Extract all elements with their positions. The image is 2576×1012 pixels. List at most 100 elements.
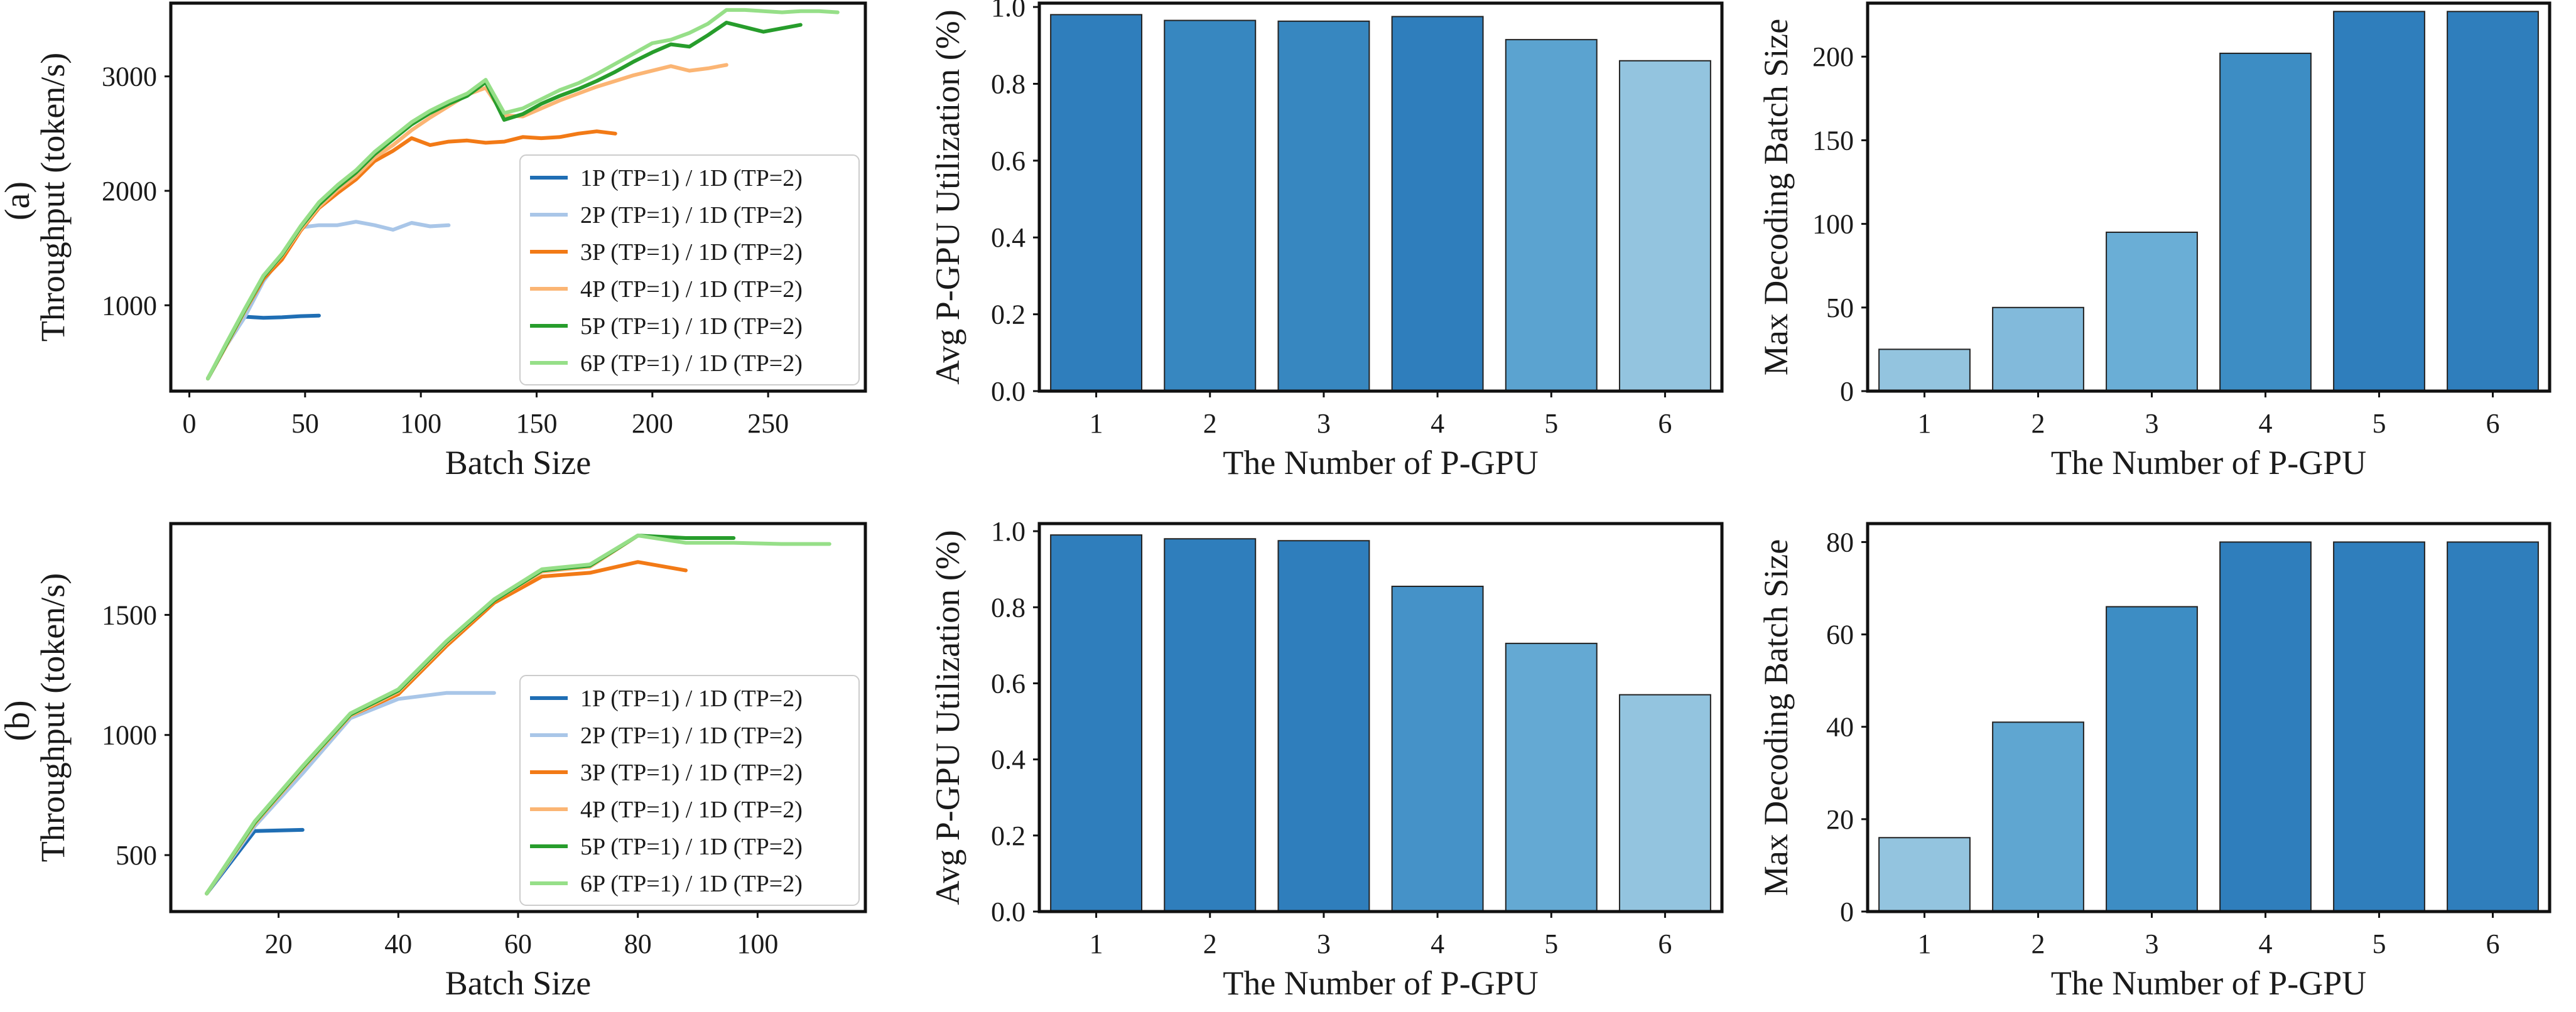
x-axis-label: Batch Size (445, 444, 591, 482)
y-tick-label: 0.4 (991, 745, 1026, 775)
bar-3[interactable] (1277, 540, 1370, 912)
legend-label-2: 2P (TP=1) / 1D (TP=2) (580, 202, 803, 229)
bar-2[interactable] (1992, 721, 2084, 913)
y-tick-label: 0.0 (991, 376, 1026, 407)
x-tick-label: 3 (2145, 408, 2159, 439)
chart-3: 1 2 3 4 5 6 0 50 100 150 200 The Number of P-GPU Max… (1757, 1, 2552, 482)
x-tick-label: 2 (1203, 929, 1217, 959)
bar-6[interactable] (2447, 541, 2539, 912)
bar-6[interactable] (1618, 60, 1711, 392)
bar-6[interactable] (2447, 11, 2539, 392)
x-tick-label: 1 (1918, 929, 1932, 959)
x-tick-label: 40 (384, 929, 412, 959)
legend-label-4: 4P (TP=1) / 1D (TP=2) (580, 276, 803, 303)
legend-label-6: 6P (TP=1) / 1D (TP=2) (580, 871, 803, 897)
bar-5[interactable] (2333, 541, 2425, 912)
chart-1: 0 50 100 150 200 250 1000 2000 3000 1P (TP=1) / 1… (34, 1, 867, 482)
y-tick-label: 200 (1812, 41, 1854, 72)
x-tick-label: 2 (2032, 929, 2045, 959)
bar-5[interactable] (1505, 642, 1598, 912)
x-tick-label: 250 (747, 408, 789, 439)
x-tick-label: 4 (2259, 929, 2273, 959)
y-tick-label: 500 (116, 840, 157, 871)
bar-2[interactable] (1164, 538, 1257, 912)
bar-5[interactable] (1505, 39, 1598, 392)
x-tick-label: 2 (2032, 408, 2045, 439)
plot-frame (169, 522, 867, 913)
legend: 1P (TP=1) / 1D (TP=2) 2P (TP=1) / 1D (TP=… (519, 675, 860, 906)
y-tick-label: 3000 (102, 62, 157, 92)
bar-6[interactable] (1618, 694, 1711, 913)
y-tick-label: 150 (1812, 125, 1854, 156)
y-tick-label: 2000 (102, 176, 157, 207)
bar-1[interactable] (1878, 837, 1971, 913)
y-tick-label: 0.2 (991, 821, 1026, 851)
legend-label-1: 1P (TP=1) / 1D (TP=2) (580, 165, 803, 191)
y-axis-label: Avg P-GPU Utilization (%) (929, 530, 966, 905)
bar-4[interactable] (2219, 541, 2312, 912)
y-axis-label: Throughput (token/s) (34, 573, 72, 862)
x-tick-label: 4 (2259, 408, 2273, 439)
plot-frame (1866, 522, 2552, 913)
plot-frame (1037, 522, 1724, 913)
plot-frame (1866, 1, 2552, 393)
y-axis-label: Max Decoding Batch Size (1757, 19, 1795, 375)
bar-1[interactable] (1050, 534, 1143, 912)
series-line-2 (205, 691, 496, 896)
bar-3[interactable] (2106, 606, 2198, 913)
y-tick-label: 1000 (102, 720, 157, 751)
y-tick-label: 1500 (102, 600, 157, 630)
series-line-1 (205, 827, 305, 896)
legend-label-3: 3P (TP=1) / 1D (TP=2) (580, 239, 803, 266)
bar-1[interactable] (1050, 14, 1143, 392)
x-tick-label: 3 (1317, 929, 1331, 959)
legend-label-5: 5P (TP=1) / 1D (TP=2) (580, 834, 803, 860)
row-label-b: (b) (0, 700, 37, 741)
legend-label-4: 4P (TP=1) / 1D (TP=2) (580, 797, 803, 823)
bar-5[interactable] (2333, 11, 2425, 392)
y-axis-label: Avg P-GPU Utilization (%) (929, 9, 966, 384)
bar-3[interactable] (1277, 20, 1370, 392)
x-tick-label: 4 (1431, 929, 1444, 959)
x-axis-label: The Number of P-GPU (1223, 964, 1538, 1002)
bar-3[interactable] (2106, 231, 2198, 392)
x-axis-label: The Number of P-GPU (2051, 444, 2366, 482)
y-tick-label: 50 (1826, 293, 1854, 323)
bar-2[interactable] (1164, 19, 1257, 392)
y-tick-label: 0 (1840, 376, 1854, 407)
y-tick-label: 0 (1840, 896, 1854, 927)
y-tick-label: 0.6 (991, 146, 1026, 176)
legend: 1P (TP=1) / 1D (TP=2) 2P (TP=1) / 1D (TP=… (519, 154, 860, 385)
y-tick-label: 100 (1812, 209, 1854, 240)
x-tick-label: 60 (504, 929, 532, 959)
x-tick-label: 5 (2373, 408, 2386, 439)
plot-frame (169, 1, 867, 393)
series-line-3 (206, 129, 617, 380)
y-tick-label: 0.8 (991, 592, 1026, 623)
y-tick-label: 80 (1826, 527, 1854, 557)
y-tick-label: 1000 (102, 290, 157, 321)
bar-4[interactable] (2219, 52, 2312, 392)
chart-4: 20 40 60 80 100 500 1000 1500 1P (TP=1) / 1D (TP… (34, 522, 867, 1002)
bar-4[interactable] (1391, 16, 1484, 392)
x-tick-label: 5 (1544, 929, 1558, 959)
bar-4[interactable] (1391, 585, 1484, 912)
x-tick-label: 4 (1431, 408, 1444, 439)
y-tick-label: 0.0 (991, 896, 1026, 927)
x-tick-label: 1 (1090, 929, 1103, 959)
bar-2[interactable] (1992, 306, 2084, 392)
x-tick-label: 6 (2486, 408, 2500, 439)
y-axis-label: Max Decoding Batch Size (1757, 539, 1795, 896)
y-tick-label: 60 (1826, 620, 1854, 650)
x-tick-label: 6 (1658, 929, 1672, 959)
chart-5: 1 2 3 4 5 6 0.0 0.2 0.4 0.6 0.8 1.0 The Number of P-… (929, 516, 1724, 1002)
chart-2: 1 2 3 4 5 6 0.0 0.2 0.4 0.6 0.8 1.0 The Number of P-… (929, 0, 1724, 482)
x-tick-label: 50 (291, 408, 319, 439)
x-tick-label: 6 (1658, 408, 1672, 439)
x-tick-label: 6 (2486, 929, 2500, 959)
bar-1[interactable] (1878, 348, 1971, 392)
y-tick-label: 0.2 (991, 299, 1026, 330)
legend-label-5: 5P (TP=1) / 1D (TP=2) (580, 313, 803, 340)
